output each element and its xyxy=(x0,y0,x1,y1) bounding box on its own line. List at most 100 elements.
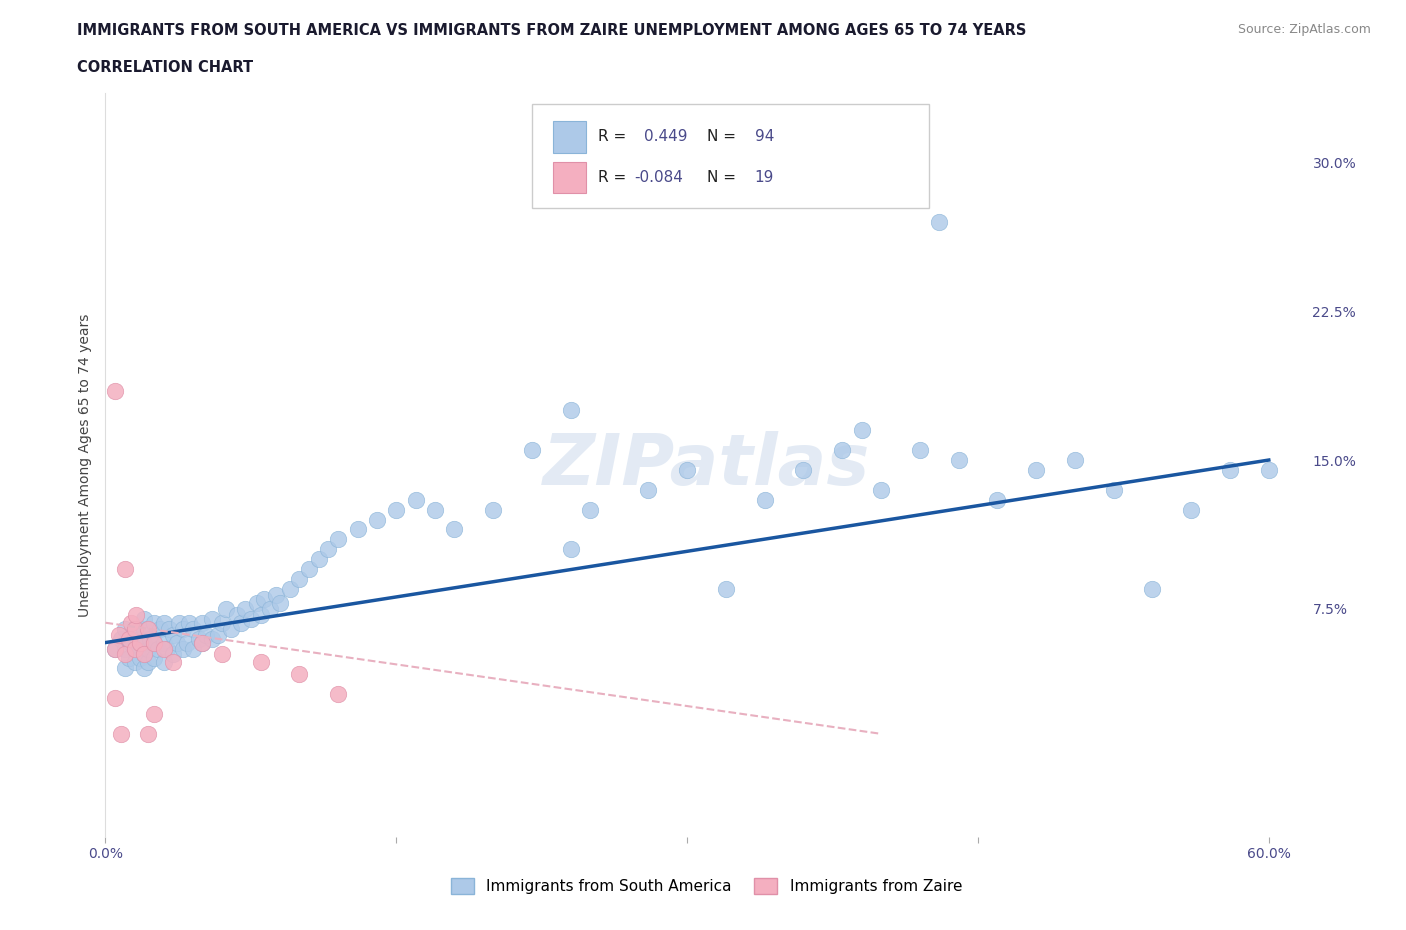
Point xyxy=(579,502,602,517)
Point xyxy=(366,512,388,527)
Point xyxy=(149,621,172,636)
Point xyxy=(754,492,776,507)
Text: N =: N = xyxy=(707,170,741,185)
Point xyxy=(120,616,142,631)
Point xyxy=(177,616,200,631)
Point xyxy=(851,423,873,438)
Point xyxy=(110,726,132,741)
Point xyxy=(129,635,152,650)
Point xyxy=(124,655,146,670)
Point xyxy=(278,581,301,596)
Point xyxy=(249,655,271,670)
Point xyxy=(792,462,814,477)
Point xyxy=(156,641,179,656)
Point xyxy=(129,651,152,666)
Point xyxy=(118,631,141,646)
Point xyxy=(560,403,582,418)
Point xyxy=(181,641,204,656)
Point xyxy=(152,655,174,670)
Point xyxy=(249,607,271,622)
Point xyxy=(676,462,699,477)
Point xyxy=(114,621,136,636)
Point xyxy=(136,726,159,741)
Point xyxy=(125,607,148,622)
Point xyxy=(114,661,136,676)
Point xyxy=(239,611,262,626)
Point xyxy=(928,215,950,230)
Point xyxy=(191,635,214,650)
Point xyxy=(870,483,893,498)
FancyBboxPatch shape xyxy=(533,104,929,208)
Point xyxy=(214,602,236,617)
Point xyxy=(104,383,127,398)
Bar xyxy=(553,162,586,193)
Point xyxy=(288,572,311,587)
Point xyxy=(104,691,127,706)
Point xyxy=(142,616,165,631)
Point xyxy=(346,522,368,537)
Point xyxy=(637,483,659,498)
Point xyxy=(139,631,162,646)
Point xyxy=(948,453,970,468)
Point xyxy=(110,631,132,646)
Point xyxy=(318,542,340,557)
Point xyxy=(187,631,209,646)
Point xyxy=(162,655,184,670)
Point xyxy=(908,443,931,458)
Point xyxy=(124,641,146,656)
Point xyxy=(124,641,146,656)
Point xyxy=(167,616,190,631)
Point xyxy=(142,707,165,722)
Point xyxy=(176,635,198,650)
Point xyxy=(207,627,229,642)
Point xyxy=(831,443,853,458)
Point xyxy=(226,607,249,622)
Text: R =: R = xyxy=(599,129,631,144)
Point xyxy=(714,581,737,596)
Point xyxy=(134,647,156,662)
Point xyxy=(136,621,159,636)
Point xyxy=(118,651,141,666)
Point xyxy=(191,635,214,650)
Point xyxy=(288,667,311,682)
Point xyxy=(142,635,165,650)
Point xyxy=(134,647,156,662)
Point xyxy=(152,641,174,656)
Point xyxy=(1025,462,1047,477)
Point xyxy=(166,635,188,650)
Point xyxy=(308,551,330,566)
Point xyxy=(1219,462,1241,477)
Point xyxy=(482,502,505,517)
Point xyxy=(211,647,233,662)
Point xyxy=(326,686,349,701)
Point xyxy=(142,651,165,666)
Point xyxy=(259,602,281,617)
Point xyxy=(530,185,553,200)
Point xyxy=(986,492,1008,507)
Point xyxy=(136,655,159,670)
Point xyxy=(172,641,194,656)
Point xyxy=(146,641,169,656)
Point xyxy=(253,591,276,606)
Point xyxy=(134,635,156,650)
Point xyxy=(231,616,253,631)
Point xyxy=(1257,462,1279,477)
Point xyxy=(298,562,321,577)
Text: 19: 19 xyxy=(755,170,773,185)
Point xyxy=(124,621,146,636)
Point xyxy=(246,595,269,610)
Point xyxy=(423,502,446,517)
Point xyxy=(162,647,184,662)
Point xyxy=(195,627,218,642)
Point xyxy=(124,621,146,636)
Point xyxy=(443,522,465,537)
Point xyxy=(560,542,582,557)
Point xyxy=(264,588,287,603)
Point xyxy=(114,562,136,577)
Point xyxy=(221,621,243,636)
Point xyxy=(269,595,291,610)
Text: N =: N = xyxy=(707,129,741,144)
Point xyxy=(136,621,159,636)
Point xyxy=(201,611,224,626)
Point xyxy=(152,635,174,650)
